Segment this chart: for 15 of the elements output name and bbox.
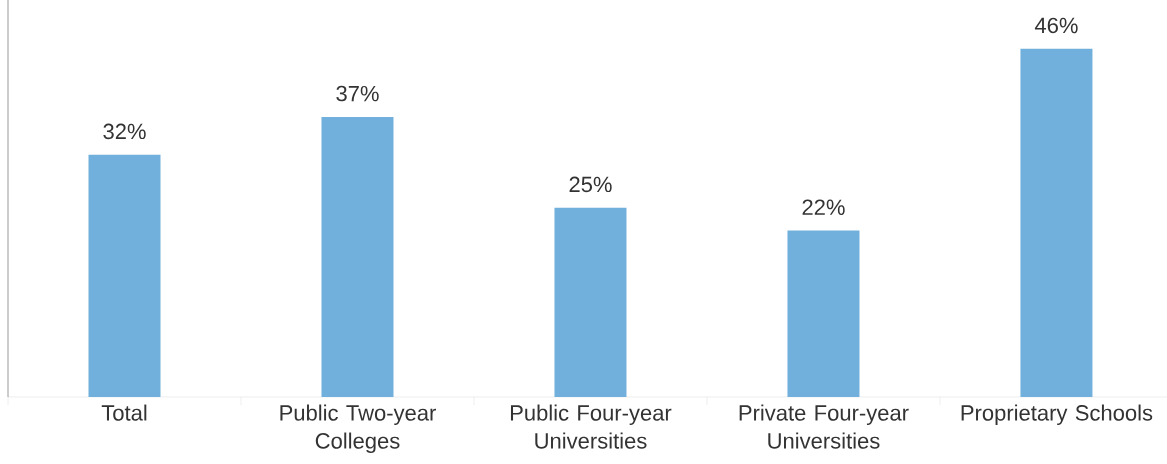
x-tick-label: Proprietary Schools (961, 404, 1153, 426)
data-label: 32% (103, 123, 146, 140)
bar (787, 230, 860, 397)
data-label: 25% (569, 176, 612, 193)
data-label: 22% (802, 199, 845, 215)
x-tick-label: Total (101, 404, 147, 421)
x-tick-label: Private Four-year Universities (739, 404, 909, 449)
data-label: 46% (1034, 17, 1078, 34)
x-tick-label: Public Two-year Colleges (280, 404, 436, 454)
bar (1020, 48, 1093, 397)
bar (321, 116, 394, 397)
bar (88, 154, 161, 397)
x-tick-label: Public Four-year Universities (510, 404, 672, 449)
data-label: 37% (336, 85, 379, 102)
bar (554, 207, 627, 397)
